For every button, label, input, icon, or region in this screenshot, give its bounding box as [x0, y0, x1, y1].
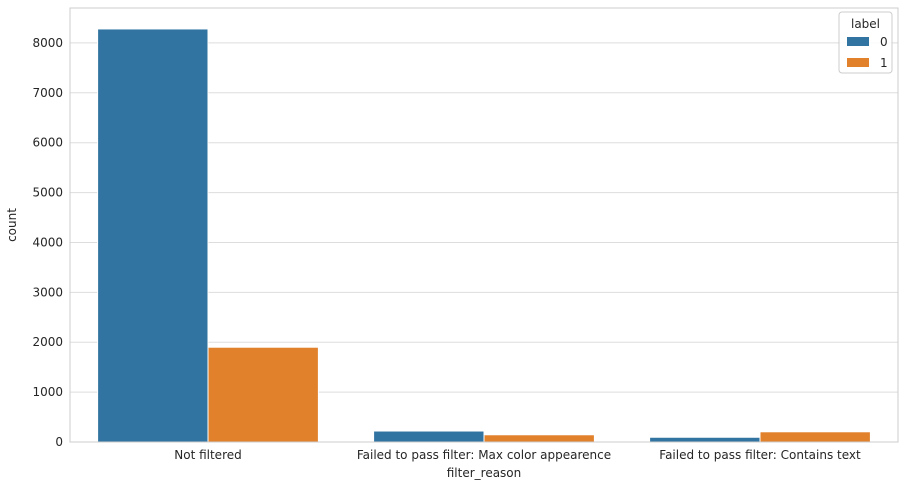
- legend-label: 0: [880, 35, 888, 49]
- legend-label: 1: [880, 56, 888, 70]
- legend-swatch-1: [847, 58, 869, 67]
- plot-frame: [69, 7, 899, 443]
- y-tick-label: 8000: [32, 36, 63, 50]
- x-axis-label: filter_reason: [447, 466, 522, 480]
- y-tick-label: 4000: [32, 235, 63, 249]
- bar-series-0-1: [373, 430, 485, 443]
- y-tick-label: 1000: [32, 385, 63, 399]
- y-axis-label: count: [5, 208, 19, 242]
- bar-series-1-0: [207, 346, 319, 443]
- x-tick-labels: Not filtered Failed to pass filter: Max c…: [174, 448, 861, 462]
- bar-series-0-0: [97, 28, 209, 443]
- y-tick-label: 2000: [32, 335, 63, 349]
- x-tick-label: Not filtered: [174, 448, 242, 462]
- bar-series-0-2: [649, 436, 761, 443]
- legend: label 0 1: [838, 11, 893, 74]
- legend-title: label: [851, 17, 880, 31]
- legend-swatch-0: [847, 37, 869, 46]
- y-tick-label: 7000: [32, 86, 63, 100]
- y-tick-labels: 0 1000 2000 3000 4000 5000 6000 7000 8000: [32, 36, 63, 449]
- y-tick-label: 3000: [32, 285, 63, 299]
- x-tick-label: Failed to pass filter: Max color appeare…: [357, 448, 611, 462]
- x-tick-label: Failed to pass filter: Contains text: [659, 448, 861, 462]
- bar-series-1-1: [483, 434, 595, 443]
- bars: [97, 28, 871, 443]
- y-tick-label: 0: [55, 435, 63, 449]
- y-tick-label: 6000: [32, 136, 63, 150]
- bar-series-1-2: [759, 431, 871, 443]
- y-tick-label: 5000: [32, 186, 63, 200]
